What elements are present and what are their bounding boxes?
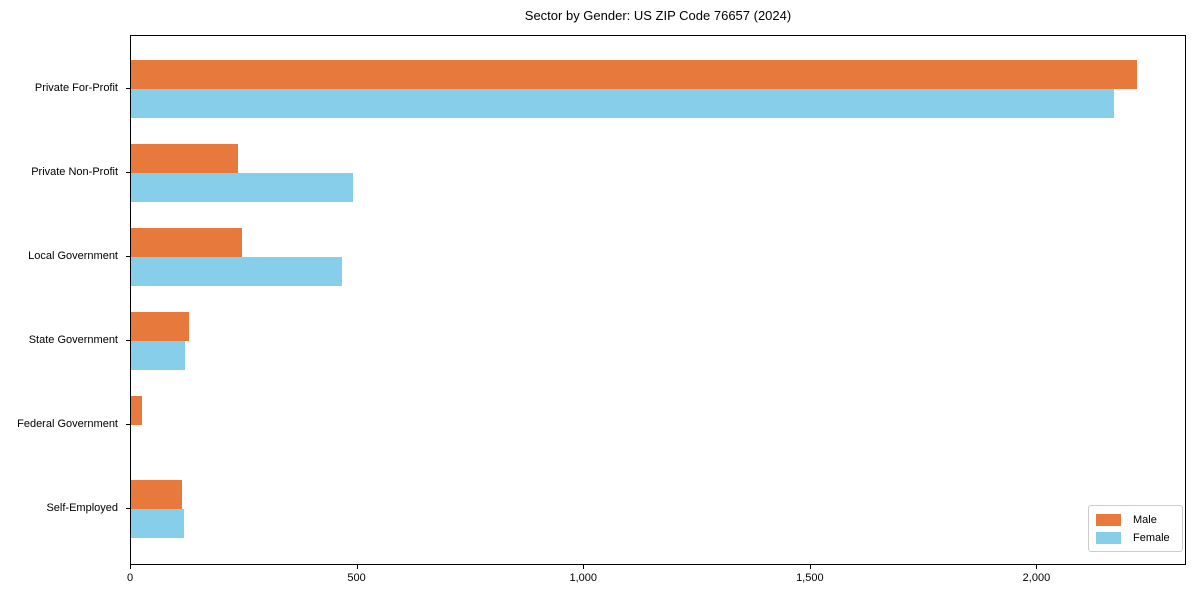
- y-tick-label: Private For-Profit: [34, 82, 118, 94]
- y-tick-label: Self-Employed: [46, 502, 118, 514]
- bar-female-1: [131, 173, 354, 202]
- legend-item-female: Female: [1096, 530, 1175, 545]
- y-tick-label: State Government: [28, 334, 118, 346]
- y-tick-label: Private Non-Profit: [31, 166, 118, 178]
- x-tick-label: 1,000: [569, 572, 597, 584]
- y-tick-mark: [126, 508, 130, 509]
- legend-item-male: Male: [1096, 512, 1175, 527]
- legend: Male Female: [1088, 505, 1183, 552]
- bar-male-2: [131, 228, 243, 257]
- legend-label-male: Male: [1133, 513, 1157, 526]
- bar-male-5: [131, 480, 182, 509]
- y-tick-mark: [126, 172, 130, 173]
- y-tick-mark: [126, 424, 130, 425]
- x-tick-label: 500: [347, 572, 366, 584]
- chart-title: Sector by Gender: US ZIP Code 76657 (202…: [524, 8, 792, 23]
- x-tick-mark: [583, 565, 585, 569]
- plot-area: [130, 35, 1186, 565]
- x-tick-mark: [1036, 565, 1038, 569]
- x-tick-mark: [809, 565, 811, 569]
- bar-female-5: [131, 509, 185, 538]
- bar-male-0: [131, 60, 1138, 89]
- bar-male-4: [131, 396, 142, 425]
- x-tick-label: 0: [126, 572, 134, 584]
- bar-male-1: [131, 144, 238, 173]
- y-tick-mark: [126, 256, 130, 257]
- x-tick-mark: [356, 565, 358, 569]
- y-tick-mark: [126, 340, 130, 341]
- y-tick-label: Local Government: [28, 250, 118, 262]
- male-series-swatch: [1096, 513, 1121, 526]
- x-tick-label: 1,500: [796, 572, 824, 584]
- y-tick-mark: [126, 88, 130, 89]
- legend-label-female: Female: [1133, 531, 1170, 544]
- female-series-swatch: [1096, 531, 1121, 544]
- bar-female-2: [131, 257, 342, 286]
- y-tick-label: Federal Government: [17, 418, 118, 430]
- bar-female-0: [131, 89, 1115, 118]
- x-tick-mark: [130, 565, 131, 569]
- bar-female-3: [131, 341, 185, 370]
- x-tick-label: 2,000: [1022, 572, 1051, 584]
- bar-male-3: [131, 312, 189, 341]
